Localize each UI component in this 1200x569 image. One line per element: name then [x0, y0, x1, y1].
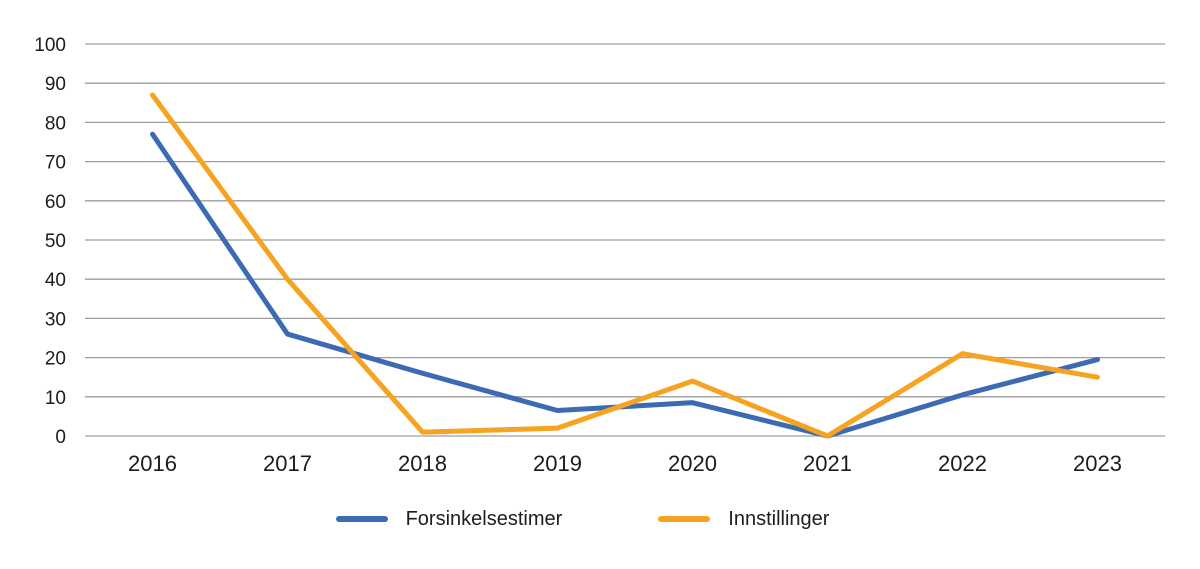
y-tick-label: 20: [45, 349, 66, 370]
y-tick-label: 30: [45, 309, 66, 330]
x-tick-label: 2017: [263, 451, 312, 476]
y-tick-label: 90: [45, 74, 66, 95]
y-tick-label: 70: [45, 153, 66, 174]
y-tick-label: 60: [45, 192, 66, 213]
y-tick-label: 10: [45, 388, 66, 409]
x-tick-label: 2018: [398, 451, 447, 476]
x-tick-label: 2023: [1073, 451, 1122, 476]
x-tick-label: 2019: [533, 451, 582, 476]
y-tick-label: 50: [45, 231, 66, 252]
y-tick-label: 0: [55, 427, 66, 448]
x-tick-label: 2020: [668, 451, 717, 476]
legend-item-innstillinger: Innstillinger: [658, 508, 829, 531]
legend-label-forsinkelsestimer: Forsinkelsestimer: [405, 507, 563, 530]
legend-item-forsinkelsestimer: Forsinkelsestimer: [335, 507, 563, 531]
x-tick-label: 2021: [803, 451, 852, 476]
x-tick-label: 2022: [938, 451, 987, 476]
series-line-innstillinger: [150, 92, 1100, 439]
y-tick-label: 100: [34, 35, 66, 56]
y-tick-label: 40: [45, 270, 66, 291]
legend-swatch-forsinkelsestimer: [335, 516, 388, 522]
legend-label-innstillinger: Innstillinger: [728, 507, 830, 530]
legend-swatch-innstillinger: [658, 516, 711, 522]
plot-area: 0 10 20 30 40 50 60 70 80 90 100 2016 2017 2018 2019 20…: [34, 35, 1165, 476]
legend: Forsinkelsestimer Innstillinger: [0, 504, 1165, 534]
y-tick-label: 80: [45, 113, 66, 134]
x-tick-label: 2016: [128, 451, 177, 476]
